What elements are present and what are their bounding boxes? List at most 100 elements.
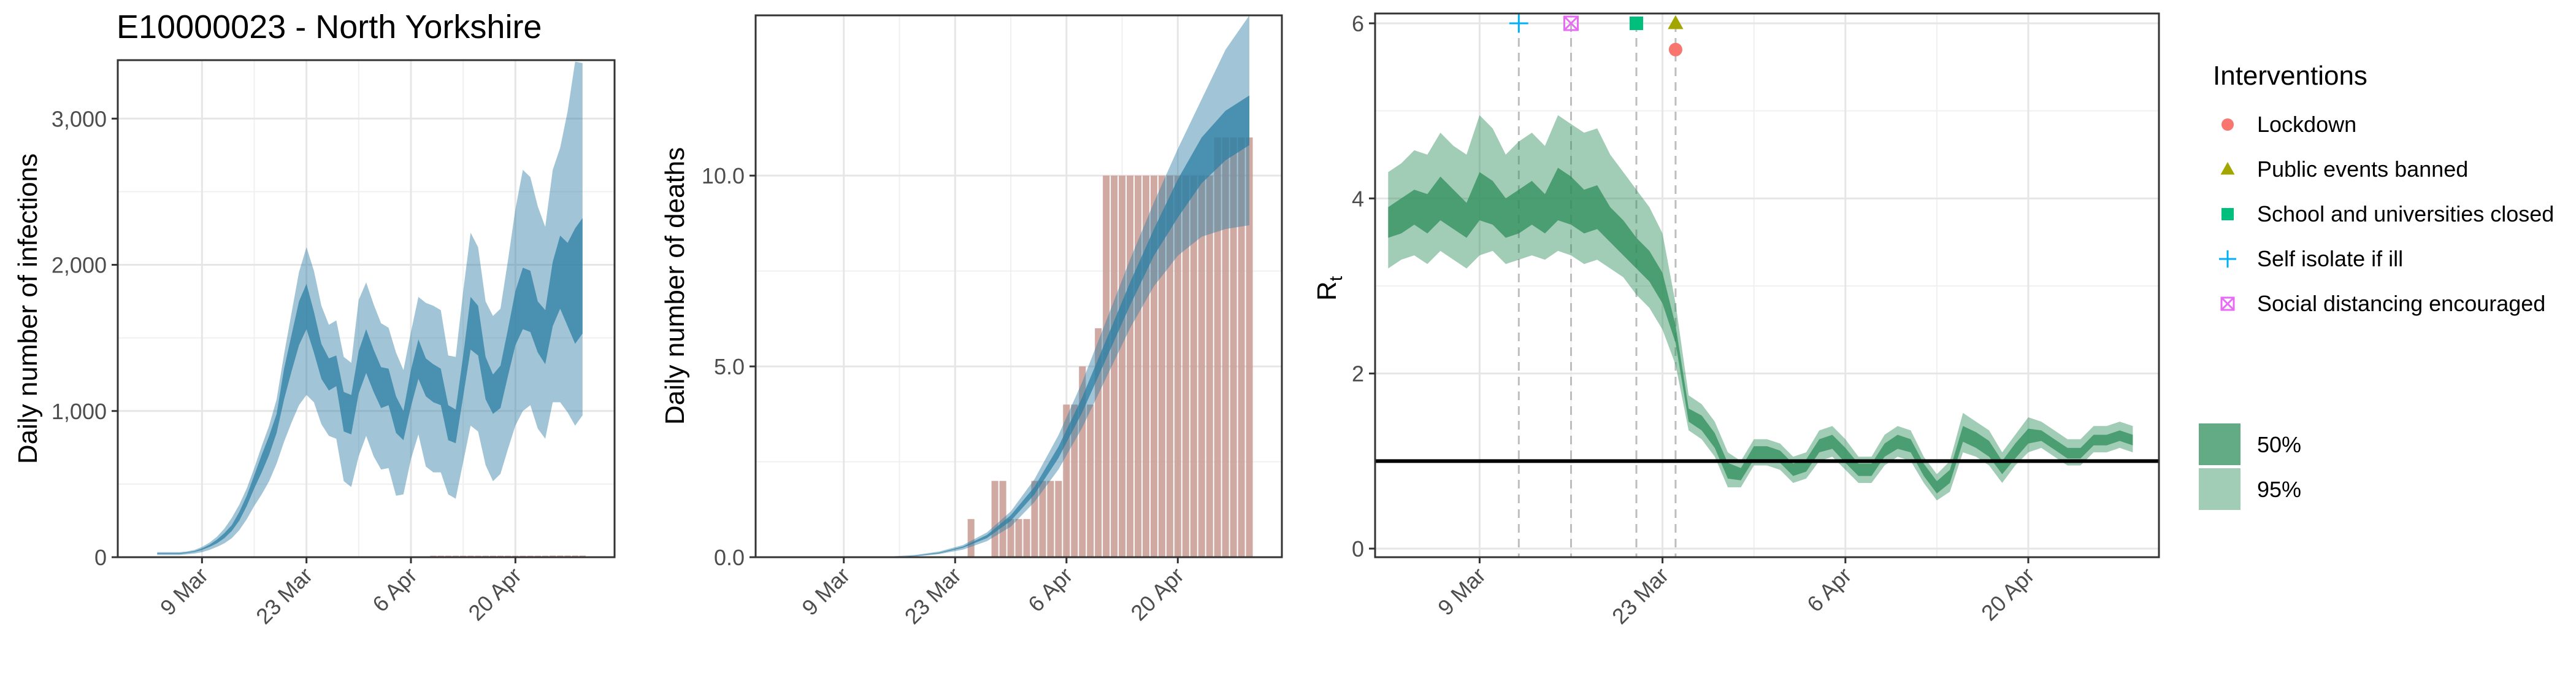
bar bbox=[1182, 176, 1189, 557]
bar bbox=[991, 480, 999, 557]
legend-item: School and universities closed bbox=[2221, 201, 2554, 226]
bar bbox=[1238, 137, 1245, 558]
infections-bands bbox=[157, 61, 583, 555]
x-tick-label: 9 Mar bbox=[155, 563, 213, 620]
deaths-frame bbox=[754, 14, 1283, 558]
bar bbox=[1095, 328, 1102, 557]
y-tick-label: 0.0 bbox=[714, 545, 745, 570]
legend-band-swatch bbox=[2199, 423, 2241, 465]
bar bbox=[1134, 176, 1142, 557]
square-marker bbox=[1630, 17, 1643, 30]
y-tick-label: 2,000 bbox=[52, 253, 107, 278]
y-tick-label: 6 bbox=[1352, 11, 1364, 36]
legend-band-items: 50% 95% bbox=[2199, 423, 2301, 510]
y-tick-label: 3,000 bbox=[52, 106, 107, 131]
bar bbox=[1047, 480, 1054, 557]
rt-panel: 0 2 4 6 9 Mar 23 Mar 6 Apr 20 Apr Rt bbox=[1312, 11, 2160, 629]
bar bbox=[1111, 176, 1118, 557]
rt-frame bbox=[1374, 12, 2160, 558]
legend-item-label: Self isolate if ill bbox=[2257, 246, 2403, 271]
legend: Interventions Lockdown Public events bann… bbox=[2199, 61, 2554, 510]
deaths-bars bbox=[967, 137, 1253, 558]
x-tick-label: 9 Mar bbox=[1433, 563, 1490, 620]
deaths-panel: 0.0 5.0 10.0 9 Mar 23 Mar 6 Apr 20 Apr Daily n… bbox=[660, 14, 1283, 629]
legend-band-swatch bbox=[2199, 468, 2241, 510]
legend-item-label: School and universities closed bbox=[2257, 201, 2554, 226]
bar bbox=[1166, 176, 1173, 557]
x-tick-label: 6 Apr bbox=[367, 563, 421, 617]
bar bbox=[1206, 176, 1213, 557]
bar bbox=[967, 519, 975, 557]
legend-item-label: Public events banned bbox=[2257, 156, 2468, 182]
bar bbox=[1198, 176, 1205, 557]
figure-title: E10000023 - North Yorkshire bbox=[117, 9, 542, 45]
y-tick-label: 10.0 bbox=[702, 163, 745, 188]
band-95pct bbox=[157, 61, 583, 555]
plus-marker bbox=[1509, 14, 1528, 33]
rt-y-label: Rt bbox=[1312, 276, 1346, 301]
bar bbox=[1031, 480, 1038, 557]
legend-item-label: Lockdown bbox=[2257, 112, 2356, 137]
legend-item: Public events banned bbox=[2220, 156, 2468, 182]
y-tick-label: 5.0 bbox=[714, 354, 745, 379]
band-50pct bbox=[819, 95, 1249, 558]
legend-band-label: 50% bbox=[2257, 432, 2301, 457]
bar bbox=[1071, 404, 1078, 557]
legend-item: Lockdown bbox=[2221, 112, 2356, 137]
bar bbox=[1063, 404, 1070, 557]
legend-band-label: 95% bbox=[2257, 477, 2301, 502]
boxcross-marker bbox=[2220, 296, 2235, 311]
circle-marker bbox=[1668, 42, 1682, 56]
x-tick-label: 23 Mar bbox=[251, 563, 317, 629]
legend-item: Self isolate if ill bbox=[2219, 246, 2403, 271]
deaths-bands bbox=[819, 15, 1249, 558]
plus-marker bbox=[2219, 250, 2236, 268]
legend-item: Social distancing encouraged bbox=[2220, 291, 2545, 316]
x-tick-label: 20 Apr bbox=[463, 563, 526, 626]
boxcross-marker bbox=[1563, 15, 1579, 31]
band-50pct bbox=[1388, 168, 2133, 494]
rt-intervention-markers bbox=[1509, 14, 1684, 56]
bar bbox=[1142, 176, 1149, 557]
square-marker bbox=[2221, 208, 2234, 220]
bar bbox=[1119, 176, 1126, 557]
bar bbox=[1222, 137, 1229, 558]
rt-bands bbox=[1388, 115, 2133, 501]
bar bbox=[1087, 404, 1094, 557]
x-tick-label: 23 Mar bbox=[900, 563, 966, 629]
x-tick-label: 9 Mar bbox=[797, 563, 854, 620]
triangle-marker bbox=[1668, 15, 1684, 29]
bar bbox=[1230, 137, 1237, 558]
bar bbox=[1039, 480, 1046, 557]
legend-band-item: 95% bbox=[2199, 468, 2301, 510]
svg-text:Rt: Rt bbox=[1312, 276, 1346, 301]
bar bbox=[1079, 366, 1086, 557]
bar bbox=[1190, 176, 1197, 557]
bar bbox=[1023, 519, 1030, 557]
circle-marker bbox=[2221, 118, 2234, 131]
bar bbox=[1150, 176, 1157, 557]
legend-band-item: 50% bbox=[2199, 423, 2301, 465]
y-tick-label: 0 bbox=[94, 545, 107, 570]
bar bbox=[1127, 176, 1134, 557]
bar bbox=[1158, 176, 1165, 557]
bar bbox=[1055, 480, 1062, 557]
legend-intervention-items: Lockdown Public events banned School and u… bbox=[2219, 112, 2554, 316]
bar bbox=[999, 480, 1006, 557]
deaths-y-label: Daily number of deaths bbox=[660, 147, 690, 425]
y-tick-label: 4 bbox=[1352, 186, 1364, 211]
triangle-marker bbox=[2220, 162, 2235, 175]
x-tick-label: 6 Apr bbox=[1802, 563, 1856, 617]
bar bbox=[1007, 519, 1014, 557]
bar bbox=[1015, 519, 1022, 557]
x-tick-label: 20 Apr bbox=[1976, 563, 2039, 626]
infections-frame bbox=[117, 59, 616, 558]
y-tick-label: 0 bbox=[1352, 536, 1364, 561]
x-tick-label: 20 Apr bbox=[1125, 563, 1189, 626]
x-tick-label: 6 Apr bbox=[1023, 563, 1077, 617]
rt-intervention-lines bbox=[1517, 23, 1677, 557]
bar bbox=[1103, 176, 1110, 557]
legend-title: Interventions bbox=[2213, 61, 2367, 91]
infections-panel: 0 1,000 2,000 3,000 9 Mar 23 Mar 6 Apr 20 Apr D… bbox=[13, 59, 616, 629]
